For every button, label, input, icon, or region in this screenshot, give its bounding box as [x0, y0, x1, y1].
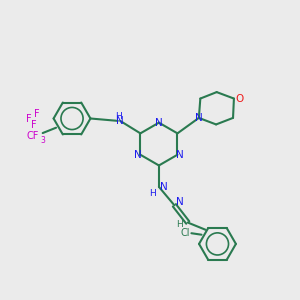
Text: 3: 3	[41, 136, 46, 145]
Text: H: H	[149, 189, 156, 198]
Text: O: O	[235, 94, 243, 103]
Text: F: F	[34, 109, 40, 119]
Text: N: N	[155, 118, 163, 128]
Text: N: N	[116, 116, 124, 126]
Text: N: N	[176, 197, 184, 207]
Text: H: H	[176, 220, 183, 230]
Text: N: N	[195, 113, 203, 123]
Text: CF: CF	[26, 131, 38, 141]
Text: N: N	[160, 182, 168, 192]
Text: F: F	[26, 114, 31, 124]
Text: H: H	[115, 112, 122, 121]
Text: N: N	[176, 150, 184, 160]
Text: N: N	[134, 150, 142, 160]
Text: F: F	[31, 120, 37, 130]
Text: Cl: Cl	[181, 228, 190, 238]
